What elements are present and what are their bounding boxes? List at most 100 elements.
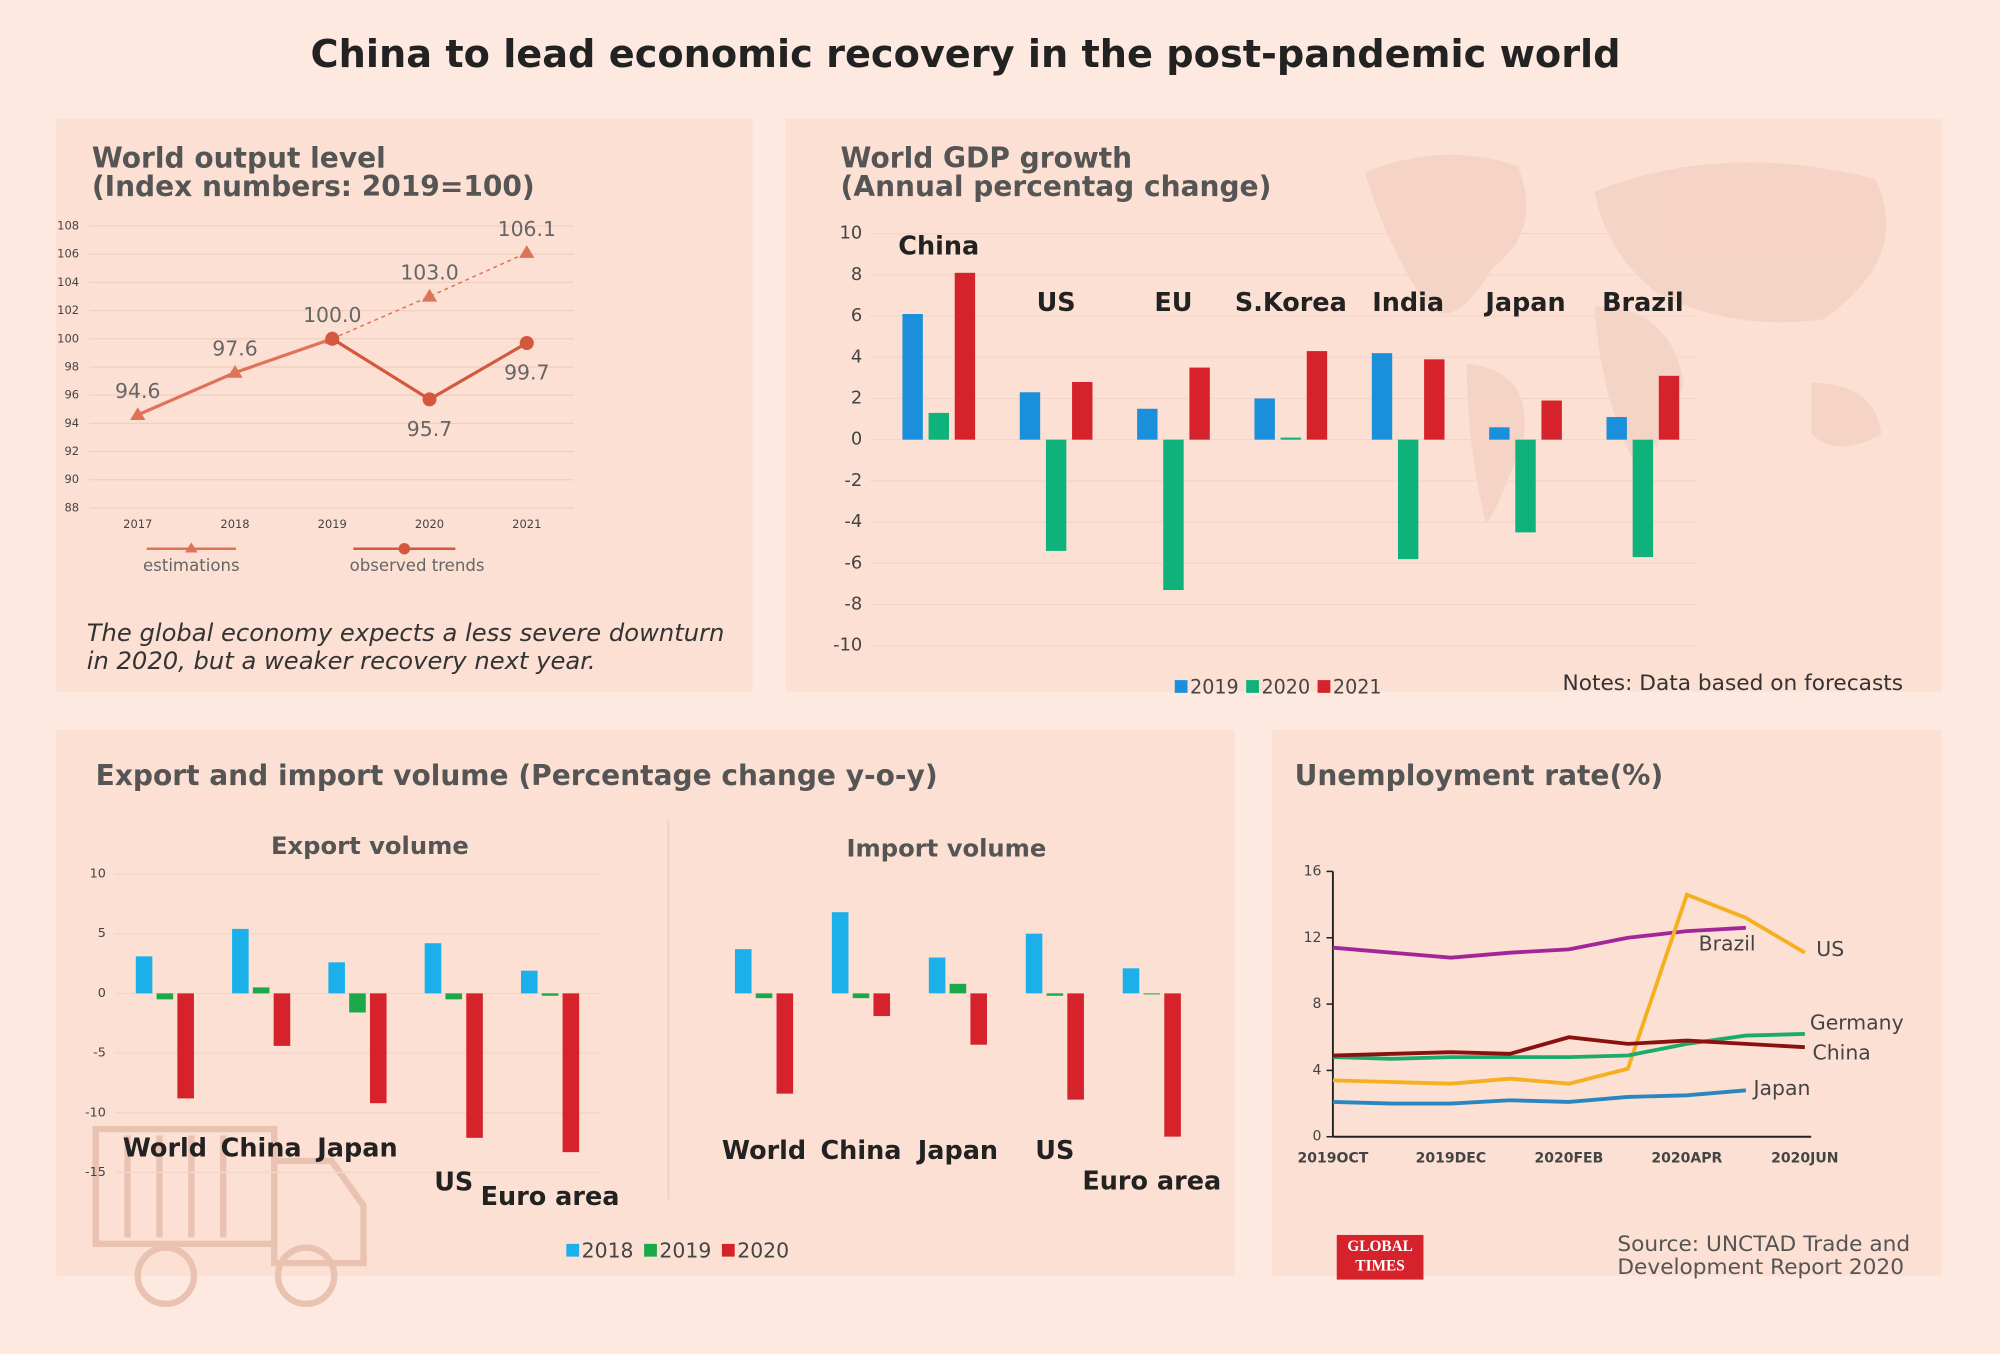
category-label: EU bbox=[1154, 288, 1192, 318]
bar bbox=[1189, 367, 1210, 440]
bar bbox=[1045, 439, 1067, 551]
line-label: China bbox=[1813, 1041, 1871, 1065]
marker bbox=[130, 407, 146, 420]
y-tick-label: 10 bbox=[840, 223, 863, 244]
chart-subtitle: (Index numbers: 2019=100) bbox=[92, 170, 535, 203]
annotation: The global economy expects a less severe… bbox=[87, 619, 725, 647]
chart-title: Export and import volume (Percentage cha… bbox=[96, 759, 938, 792]
y-tick-label: 16 bbox=[1304, 863, 1322, 879]
x-tick-label: 2017 bbox=[123, 517, 152, 531]
category-label: China bbox=[898, 231, 979, 261]
x-tick-label: 2019 bbox=[318, 517, 347, 531]
bar bbox=[349, 993, 366, 1013]
bar bbox=[1632, 439, 1654, 558]
logo-text: GLOBAL bbox=[1347, 1238, 1412, 1255]
y-tick-label: -6 bbox=[844, 552, 862, 573]
line bbox=[1332, 892, 1806, 1086]
y-tick-label: 102 bbox=[57, 303, 79, 317]
bar bbox=[1397, 439, 1419, 560]
bar bbox=[252, 987, 270, 994]
annotation: Notes: Data based on forecasts bbox=[1563, 671, 1904, 696]
y-tick-label: 0 bbox=[98, 986, 106, 1001]
y-tick-label: 5 bbox=[98, 926, 106, 941]
category-label: US bbox=[1037, 288, 1076, 318]
legend-swatch bbox=[1317, 680, 1331, 693]
y-tick-label: -8 bbox=[844, 593, 862, 614]
bar bbox=[1025, 933, 1043, 994]
y-tick-label: 8 bbox=[851, 264, 862, 285]
chart-title: World output level bbox=[92, 142, 386, 175]
y-tick-label: -15 bbox=[85, 1165, 106, 1180]
bar bbox=[156, 993, 174, 1000]
legend-marker bbox=[184, 542, 198, 553]
category-label: China bbox=[820, 1136, 901, 1166]
y-tick-label: 10 bbox=[90, 866, 106, 881]
bar bbox=[1306, 351, 1328, 440]
x-tick-label: 2020APR bbox=[1651, 1150, 1722, 1166]
bar bbox=[1658, 375, 1680, 440]
line-label: US bbox=[1816, 937, 1844, 961]
category-label: Euro area bbox=[481, 1182, 620, 1212]
truck-icon bbox=[92, 1125, 367, 1308]
main-title: China to lead economic recovery in the p… bbox=[311, 32, 1621, 77]
y-tick-label: 92 bbox=[64, 444, 79, 458]
legend-marker bbox=[398, 542, 411, 555]
bar bbox=[562, 993, 580, 1153]
category-label: India bbox=[1372, 288, 1444, 318]
bar bbox=[1280, 437, 1302, 440]
y-tick-label: 8 bbox=[1313, 996, 1322, 1012]
annotation: in 2020, but a weaker recovery next year… bbox=[87, 647, 596, 675]
category-label: China bbox=[221, 1133, 302, 1163]
category-label: Japan bbox=[1483, 288, 1565, 318]
bar bbox=[1424, 359, 1445, 440]
marker bbox=[519, 245, 535, 258]
legend-label: observed trends bbox=[350, 556, 485, 575]
value-label: 106.1 bbox=[498, 217, 556, 241]
y-tick-label: 4 bbox=[851, 346, 862, 367]
source: Development Report 2020 bbox=[1617, 1255, 1904, 1280]
bar bbox=[776, 993, 794, 1094]
bar bbox=[520, 970, 538, 994]
category-label: Euro area bbox=[1082, 1167, 1221, 1197]
legend-label: 2020 bbox=[1261, 675, 1310, 698]
line-label: Germany bbox=[1810, 1011, 1904, 1035]
y-tick-label: 2 bbox=[851, 387, 862, 408]
legend-swatch bbox=[1174, 680, 1188, 693]
bar bbox=[177, 993, 194, 1099]
legend-swatch bbox=[721, 1243, 735, 1257]
bar bbox=[1122, 968, 1140, 994]
bar bbox=[1541, 400, 1562, 440]
bar bbox=[445, 993, 463, 1000]
bar bbox=[928, 957, 946, 994]
y-tick-label: 4 bbox=[1313, 1062, 1322, 1078]
x-tick-label: 2019OCT bbox=[1298, 1150, 1369, 1166]
line bbox=[1332, 1088, 1747, 1106]
legend-label: 2019 bbox=[659, 1239, 711, 1263]
y-tick-label: -4 bbox=[844, 511, 862, 532]
chart-subtitle: (Annual percentag change) bbox=[841, 170, 1272, 203]
bar bbox=[949, 983, 967, 994]
x-tick-label: 2020 bbox=[415, 517, 444, 531]
marker bbox=[325, 331, 340, 346]
y-tick-label: -2 bbox=[844, 470, 862, 491]
legend-swatch bbox=[566, 1243, 580, 1257]
bar bbox=[1254, 398, 1275, 440]
line-label: Japan bbox=[1752, 1076, 1811, 1100]
x-tick-label: 2020FEB bbox=[1534, 1150, 1603, 1166]
line bbox=[1332, 1032, 1805, 1061]
line-label: Brazil bbox=[1699, 931, 1756, 955]
bar bbox=[369, 993, 387, 1104]
legend-label: 2018 bbox=[582, 1239, 634, 1263]
bar bbox=[1019, 392, 1041, 440]
marker bbox=[227, 364, 243, 378]
bar bbox=[970, 993, 987, 1045]
legend-label: 2020 bbox=[737, 1239, 789, 1263]
bar bbox=[1143, 993, 1161, 995]
bar bbox=[873, 993, 891, 1017]
world-map bbox=[1364, 154, 1887, 524]
y-tick-label: 98 bbox=[64, 359, 79, 373]
bar bbox=[1489, 427, 1510, 440]
bar bbox=[328, 962, 345, 994]
y-tick-label: -5 bbox=[93, 1046, 106, 1061]
